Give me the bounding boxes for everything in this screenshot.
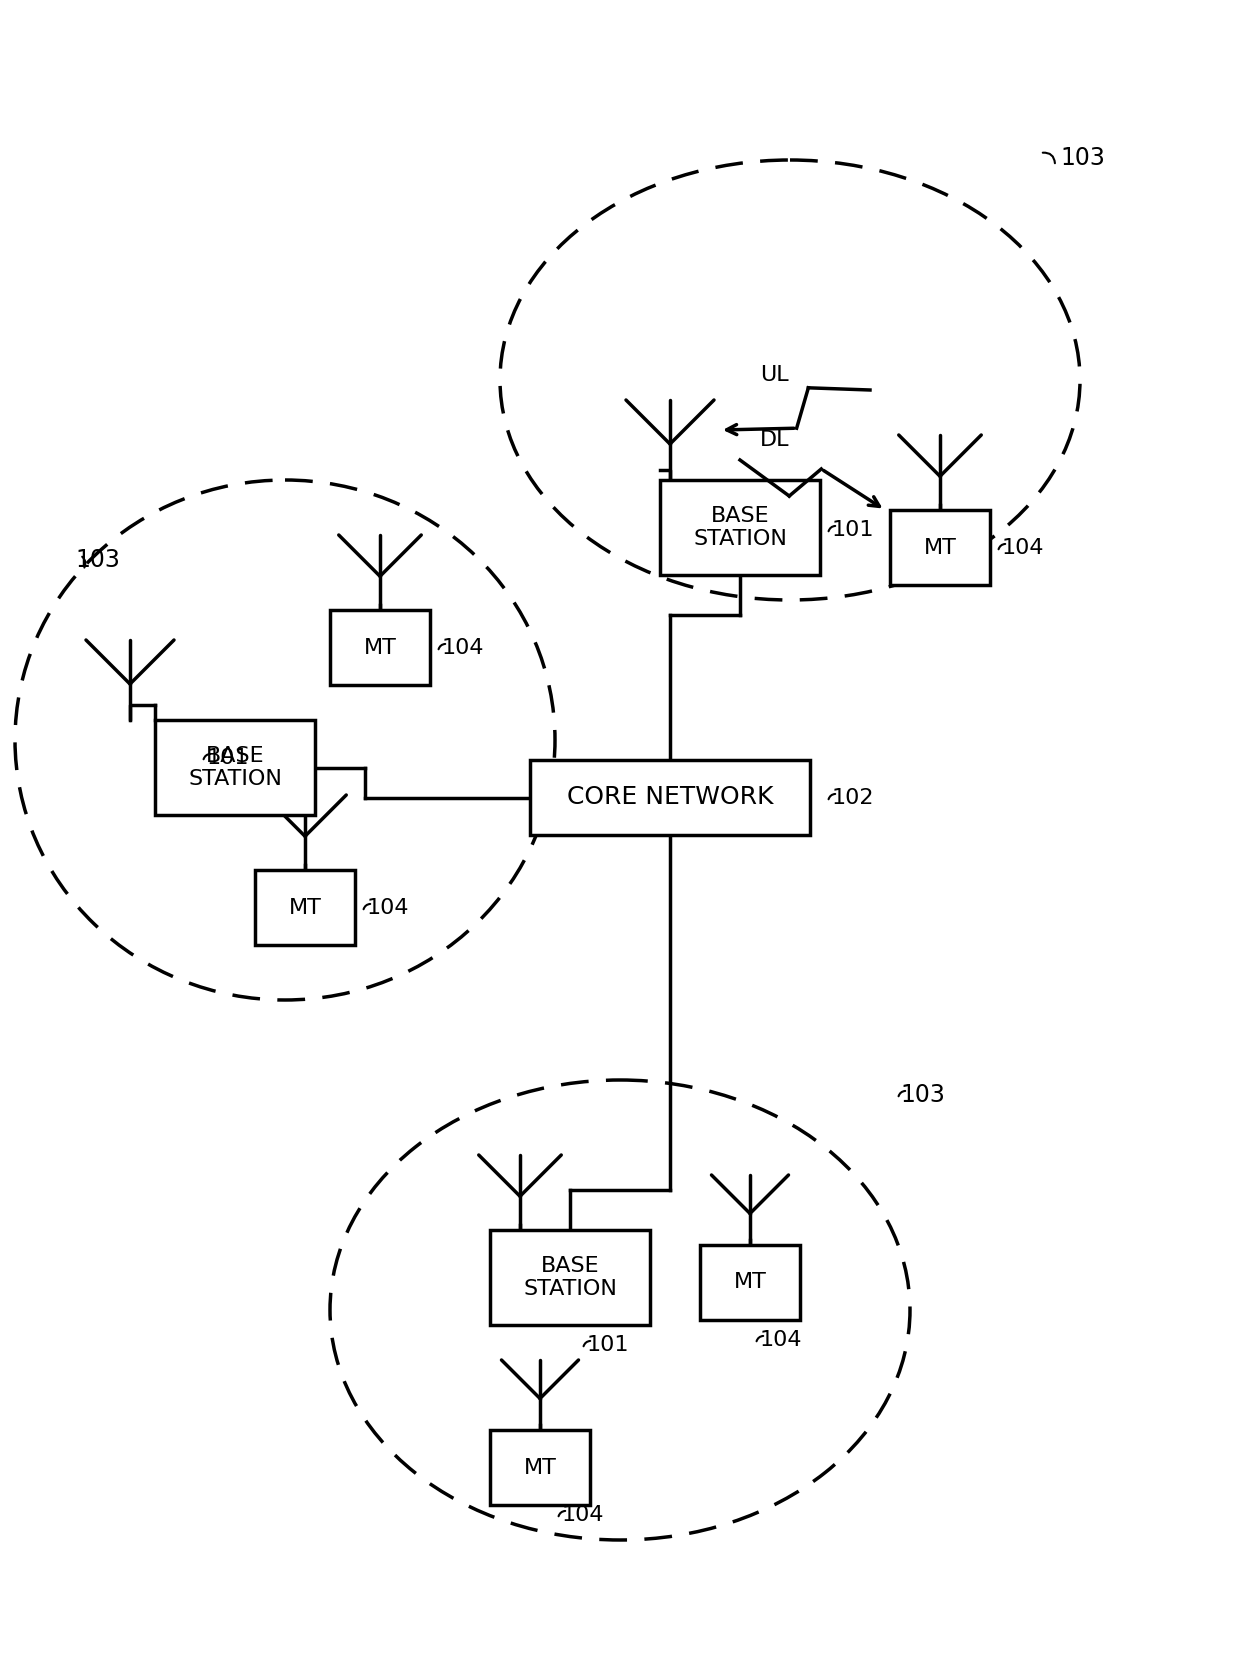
Text: 101: 101 <box>832 519 874 541</box>
Bar <box>330 611 430 686</box>
Text: BASE
STATION: BASE STATION <box>693 506 787 549</box>
Text: 101: 101 <box>587 1335 630 1354</box>
Text: 104: 104 <box>562 1504 605 1524</box>
Text: MT: MT <box>289 897 321 917</box>
Bar <box>660 479 820 576</box>
Text: MT: MT <box>924 537 956 557</box>
Text: MT: MT <box>523 1458 557 1478</box>
Text: BASE
STATION: BASE STATION <box>188 745 281 789</box>
Text: 103: 103 <box>74 547 120 572</box>
Bar <box>155 721 315 815</box>
Text: DL: DL <box>760 429 790 449</box>
Text: MT: MT <box>734 1273 766 1293</box>
Bar <box>490 1429 590 1504</box>
Bar <box>529 760 810 835</box>
Text: CORE NETWORK: CORE NETWORK <box>567 785 774 809</box>
Bar <box>255 870 355 945</box>
Text: 104: 104 <box>441 637 485 657</box>
Bar <box>890 509 990 586</box>
Text: 102: 102 <box>832 789 874 809</box>
Bar <box>701 1245 800 1320</box>
Text: 101: 101 <box>207 749 249 769</box>
Text: MT: MT <box>363 637 397 657</box>
Text: 104: 104 <box>367 899 409 919</box>
Text: 104: 104 <box>760 1330 802 1350</box>
Text: 103: 103 <box>900 1083 945 1107</box>
Text: 103: 103 <box>1060 146 1105 170</box>
Text: 104: 104 <box>1002 537 1044 557</box>
Text: UL: UL <box>760 364 789 384</box>
Text: BASE
STATION: BASE STATION <box>523 1256 618 1300</box>
Bar <box>490 1230 650 1325</box>
